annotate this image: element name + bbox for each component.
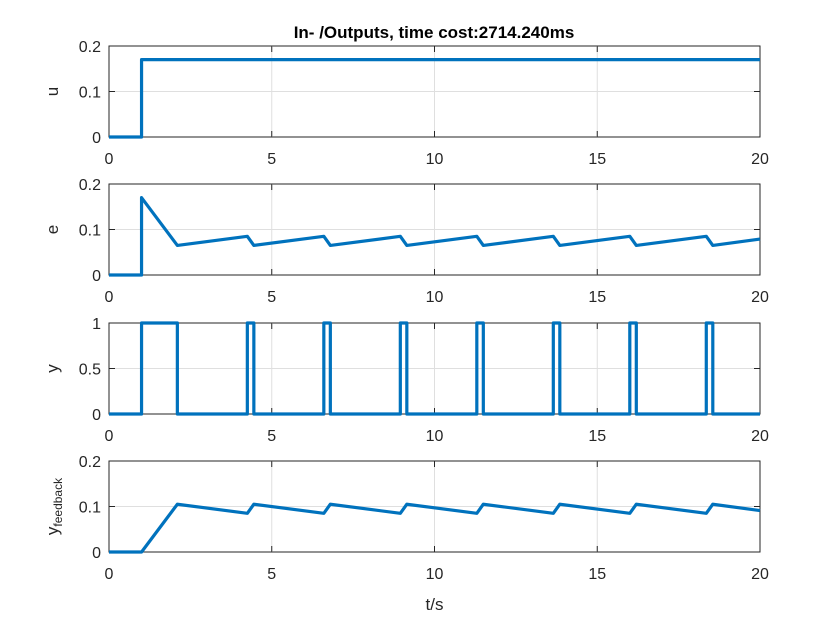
x-tick-label: 5 — [267, 428, 276, 445]
y-tick-label: 0 — [92, 268, 101, 285]
x-tick-label: 15 — [588, 289, 606, 306]
x-tick-label: 15 — [588, 428, 606, 445]
figure-title: In- /Outputs, time cost:2714.240ms — [294, 23, 575, 42]
y-axis-label: yfeedback — [43, 477, 65, 535]
x-tick-label: 10 — [426, 566, 444, 583]
y-tick-label: 0.2 — [79, 177, 101, 194]
x-tick-label: 0 — [105, 566, 114, 583]
series-line — [109, 502, 761, 554]
subplot-y: 0 5 10 15 20 0 0.5 1 y — [43, 316, 769, 445]
y-tick-label: 0 — [92, 407, 101, 424]
y-tick-label: 0.5 — [79, 362, 101, 379]
x-tick-label: 20 — [751, 289, 769, 306]
y-tick-label: 0.1 — [79, 223, 101, 240]
x-tick-label: 0 — [105, 289, 114, 306]
x-tick-label: 10 — [426, 289, 444, 306]
x-tick-label: 20 — [751, 151, 769, 168]
x-tick-label: 20 — [751, 566, 769, 583]
subplot-e: 0 5 10 15 20 0 0.1 0.2 e — [43, 177, 769, 306]
x-tick-label: 10 — [426, 151, 444, 168]
series-line — [109, 321, 760, 416]
y-tick-label: 0.2 — [79, 39, 101, 56]
y-tick-label: 0 — [92, 130, 101, 147]
y-axis-label: u — [43, 87, 62, 96]
x-tick-label: 10 — [426, 428, 444, 445]
subplot-u: 0 5 10 15 20 0 0.1 0.2 u — [43, 39, 769, 168]
x-tick-label: 5 — [267, 566, 276, 583]
y-tick-label: 0.1 — [79, 500, 101, 517]
x-tick-label: 0 — [105, 428, 114, 445]
x-tick-label: 15 — [588, 566, 606, 583]
series-line — [109, 196, 761, 277]
subplot-y-feedback: 0 5 10 15 20 0 0.1 0.2 yfeedback t/s — [43, 454, 769, 614]
x-axis-label: t/s — [426, 595, 444, 614]
x-tick-label: 20 — [751, 428, 769, 445]
y-tick-label: 1 — [92, 316, 101, 333]
y-tick-label: 0.2 — [79, 454, 101, 471]
y-axis-label: e — [43, 225, 62, 234]
x-tick-label: 5 — [267, 151, 276, 168]
y-tick-label: 0.1 — [79, 85, 101, 102]
x-tick-label: 0 — [105, 151, 114, 168]
y-tick-label: 0 — [92, 545, 101, 562]
x-tick-label: 15 — [588, 151, 606, 168]
y-axis-label: y — [43, 364, 62, 373]
x-tick-label: 5 — [267, 289, 276, 306]
series-line — [109, 58, 760, 139]
